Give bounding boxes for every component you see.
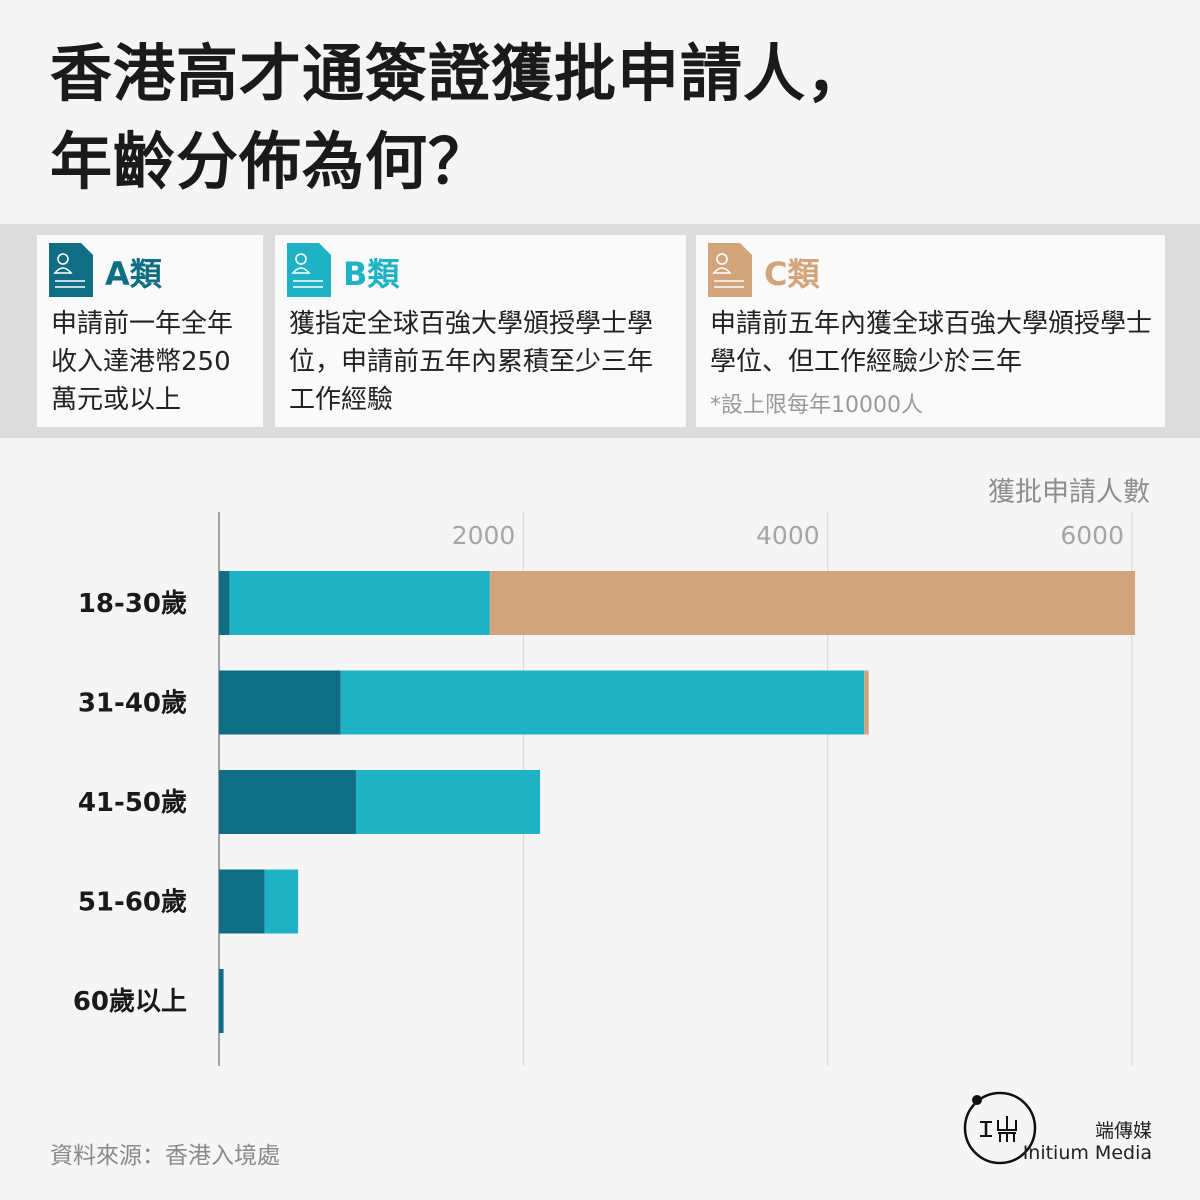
bar-segment-C類: [864, 670, 869, 735]
bar-segment-A類: [219, 869, 265, 934]
legend-desc-c: 申請前五年內獲全球百強大學頒授學士學位、但工作經驗少於三年: [710, 309, 1153, 377]
brand-name-en: Initium Media: [1022, 1142, 1152, 1164]
page-title: 香港高才通簽證獲批申請人， 年齡分佈為何？: [50, 30, 869, 206]
legend-note-c: *設上限每年10000人: [710, 393, 923, 418]
bar-segment-B類: [340, 670, 865, 735]
doc-shape: [287, 243, 331, 297]
bar-segment-B類: [229, 571, 490, 635]
bar-segment-B類: [355, 770, 541, 834]
x-tick-label-6000: 6000: [1060, 521, 1124, 550]
doc-shape: [49, 243, 93, 297]
legend-card-b: B類 獲指定全球百強大學頒授學士學位，申請前五年內累積至少三年工作經驗: [275, 235, 686, 427]
doc-shape: [708, 243, 752, 297]
source-note: 資料來源：香港入境處: [50, 1143, 280, 1169]
document-person-icon: [708, 243, 752, 297]
legend-desc-b: 獲指定全球百強大學頒授學士學位，申請前五年內累積至少三年工作經驗: [289, 309, 654, 415]
brand-name-cn: 端傳媒: [1094, 1120, 1152, 1142]
x-tick-label-2000: 2000: [452, 521, 516, 550]
legend-label-a: A類: [105, 255, 162, 293]
bar-segment-A類: [219, 969, 224, 1033]
document-person-icon: [49, 243, 93, 297]
legend-card-a: A類 申請前一年全年收入達港幣250萬元或以上: [37, 235, 263, 427]
x-tick-label-4000: 4000: [756, 521, 820, 550]
category-label: 41-50歲: [78, 788, 187, 818]
legend-desc-a: 申請前一年全年收入達港幣250萬元或以上: [51, 309, 234, 415]
bar-segment-B類: [264, 869, 299, 934]
legend-label-b: B類: [343, 255, 400, 293]
category-label: 60歲以上: [73, 987, 187, 1017]
stacked-bar-chart: 2000 4000 6000 18-30歲 31-40歲 41-50歲 51-60歲 60歲以…: [73, 512, 1136, 1066]
category-label: 18-30歲: [78, 589, 187, 619]
legend-card-c: C類 申請前五年內獲全球百強大學頒授學士學位、但工作經驗少於三年 *設上限每年1…: [696, 235, 1165, 427]
legend-label-c: C類: [764, 255, 820, 293]
category-label: 31-40歲: [78, 689, 187, 719]
title-line-1: 香港高才通簽證獲批申請人，: [50, 37, 870, 110]
initium-logo-icon: [963, 1091, 1037, 1165]
bar-segment-A類: [219, 670, 341, 735]
x-axis-label: 獲批申請人數: [988, 477, 1150, 508]
document-person-icon: [287, 243, 331, 297]
bar-segment-A類: [219, 770, 356, 834]
category-label: 51-60歲: [78, 888, 187, 918]
bar-segment-A類: [219, 571, 230, 635]
bar-segment-C類: [489, 571, 1136, 635]
title-line-2: 年齡分佈為何？: [50, 125, 492, 198]
